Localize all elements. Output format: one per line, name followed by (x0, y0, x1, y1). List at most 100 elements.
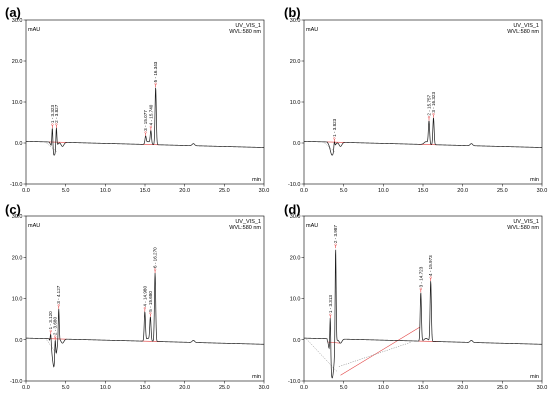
peak-label: 2 - 3.680 (53, 317, 58, 336)
peak-marker-dot (55, 123, 58, 126)
y-tick-label: 10.0 (12, 100, 23, 106)
integration-baseline (140, 340, 161, 342)
peak-marker-dot (419, 287, 422, 290)
x-tick-label: 30.0 (259, 385, 270, 391)
x-tick-label: 30.0 (537, 188, 548, 194)
panel-label: (b) (284, 5, 301, 20)
chromatogram-trace (25, 273, 265, 368)
y-tick-label: 30.0 (290, 214, 301, 220)
x-tick-label: 25.0 (219, 188, 230, 194)
x-tick-label: 15.0 (418, 385, 429, 391)
y-tick-label: 30.0 (12, 214, 23, 220)
peak-label: 2 - 3.827 (54, 104, 59, 123)
y-tick-label: 30.0 (290, 18, 301, 24)
peak-label: 4 - 14.980 (142, 285, 147, 306)
x-tick-label: 20.0 (457, 385, 468, 391)
peak-marker-dot (144, 131, 147, 134)
x-axis-unit-label: min (530, 177, 539, 183)
wavelength-label: WVL:580 nm (229, 225, 261, 231)
y-tick-label: -10.0 (288, 379, 301, 385)
peak-label: 5 - 16.343 (153, 61, 158, 82)
y-tick-label: 20.0 (290, 59, 301, 65)
peak-marker-dot (334, 243, 337, 246)
peak-marker-dot (51, 123, 54, 126)
peak-label: 2 - 3.987 (333, 225, 338, 244)
x-tick-label: 0.0 (22, 385, 30, 391)
peak-marker-dot (333, 137, 336, 140)
x-tick-label: 0.0 (300, 188, 308, 194)
integration-baseline-dashed (338, 342, 412, 367)
peak-label: 1 - 3.120 (48, 311, 53, 330)
panel-label: (d) (284, 202, 301, 217)
integration-baseline-dashed (46, 339, 58, 355)
y-axis-unit-label: mAU (28, 27, 40, 33)
y-tick-label: 0.0 (293, 338, 301, 344)
peak-marker-dot (154, 82, 157, 85)
peak-label: 2 - 15.757 (427, 94, 432, 115)
plot-frame (303, 19, 543, 185)
y-tick-label: -10.0 (288, 182, 301, 188)
x-tick-label: 10.0 (100, 188, 111, 194)
x-tick-label: 10.0 (378, 188, 389, 194)
x-tick-label: 10.0 (100, 385, 111, 391)
y-tick-label: 20.0 (12, 59, 23, 65)
x-tick-label: 25.0 (497, 188, 508, 194)
peak-marker-dot (49, 329, 52, 333)
panel-label: (c) (5, 202, 21, 217)
x-tick-label: 0.0 (22, 188, 30, 194)
detector-label: UV_VIS_1 (235, 23, 261, 29)
peak-label: 3 - 16.323 (431, 92, 436, 113)
y-tick-label: 10.0 (290, 297, 301, 303)
y-tick-label: 30.0 (12, 18, 23, 24)
detector-label: UV_VIS_1 (513, 219, 539, 225)
y-tick-label: 10.0 (290, 100, 301, 106)
peak-label: 1 - 3.323 (50, 105, 55, 124)
x-tick-label: 10.0 (378, 385, 389, 391)
x-tick-label: 25.0 (219, 385, 230, 391)
x-axis-unit-label: min (252, 374, 261, 380)
detector-label: UV_VIS_1 (513, 23, 539, 29)
peak-label: 4 - 15.973 (428, 255, 433, 276)
peak-label: 1 - 3.823 (332, 118, 337, 137)
wavelength-label: WVL:580 nm (507, 225, 539, 231)
wavelength-label: WVL:580 nm (229, 29, 261, 35)
peak-marker-dot (432, 113, 435, 116)
y-tick-label: 20.0 (290, 255, 301, 261)
y-axis-unit-label: mAU (28, 223, 40, 229)
peak-label: 3 - 4.127 (56, 285, 61, 304)
y-tick-label: 0.0 (293, 141, 301, 147)
x-tick-label: 5.0 (62, 385, 70, 391)
x-tick-label: 5.0 (340, 188, 348, 194)
peak-marker-dot (57, 304, 60, 307)
peak-marker-dot (149, 125, 152, 128)
x-tick-label: 15.0 (140, 188, 151, 194)
x-axis-unit-label: min (252, 177, 261, 183)
peak-label: 6 - 16.270 (153, 247, 158, 268)
x-tick-label: 15.0 (140, 385, 151, 391)
peak-label: 1 - 3.313 (328, 295, 333, 314)
peak-marker-dot (149, 312, 152, 315)
peak-marker-dot (329, 313, 332, 316)
x-tick-label: 20.0 (179, 188, 190, 194)
plot-frame (25, 215, 265, 382)
chromatogram-trace (303, 117, 543, 156)
plot-frame (303, 215, 543, 382)
peak-marker-dot (429, 276, 432, 279)
x-tick-label: 30.0 (537, 385, 548, 391)
x-tick-label: 15.0 (418, 188, 429, 194)
peak-label: 3 - 15.077 (143, 110, 148, 131)
chromatogram-trace (25, 87, 265, 156)
y-tick-label: -10.0 (10, 379, 23, 385)
integration-baseline-dashed (306, 338, 338, 373)
x-axis-unit-label: min (530, 374, 539, 380)
integration-baseline (327, 341, 341, 344)
peak-marker-dot (153, 268, 157, 271)
plot-frame (25, 19, 265, 185)
peak-label: 3 - 14.723 (418, 266, 423, 287)
integration-baseline (340, 326, 420, 376)
